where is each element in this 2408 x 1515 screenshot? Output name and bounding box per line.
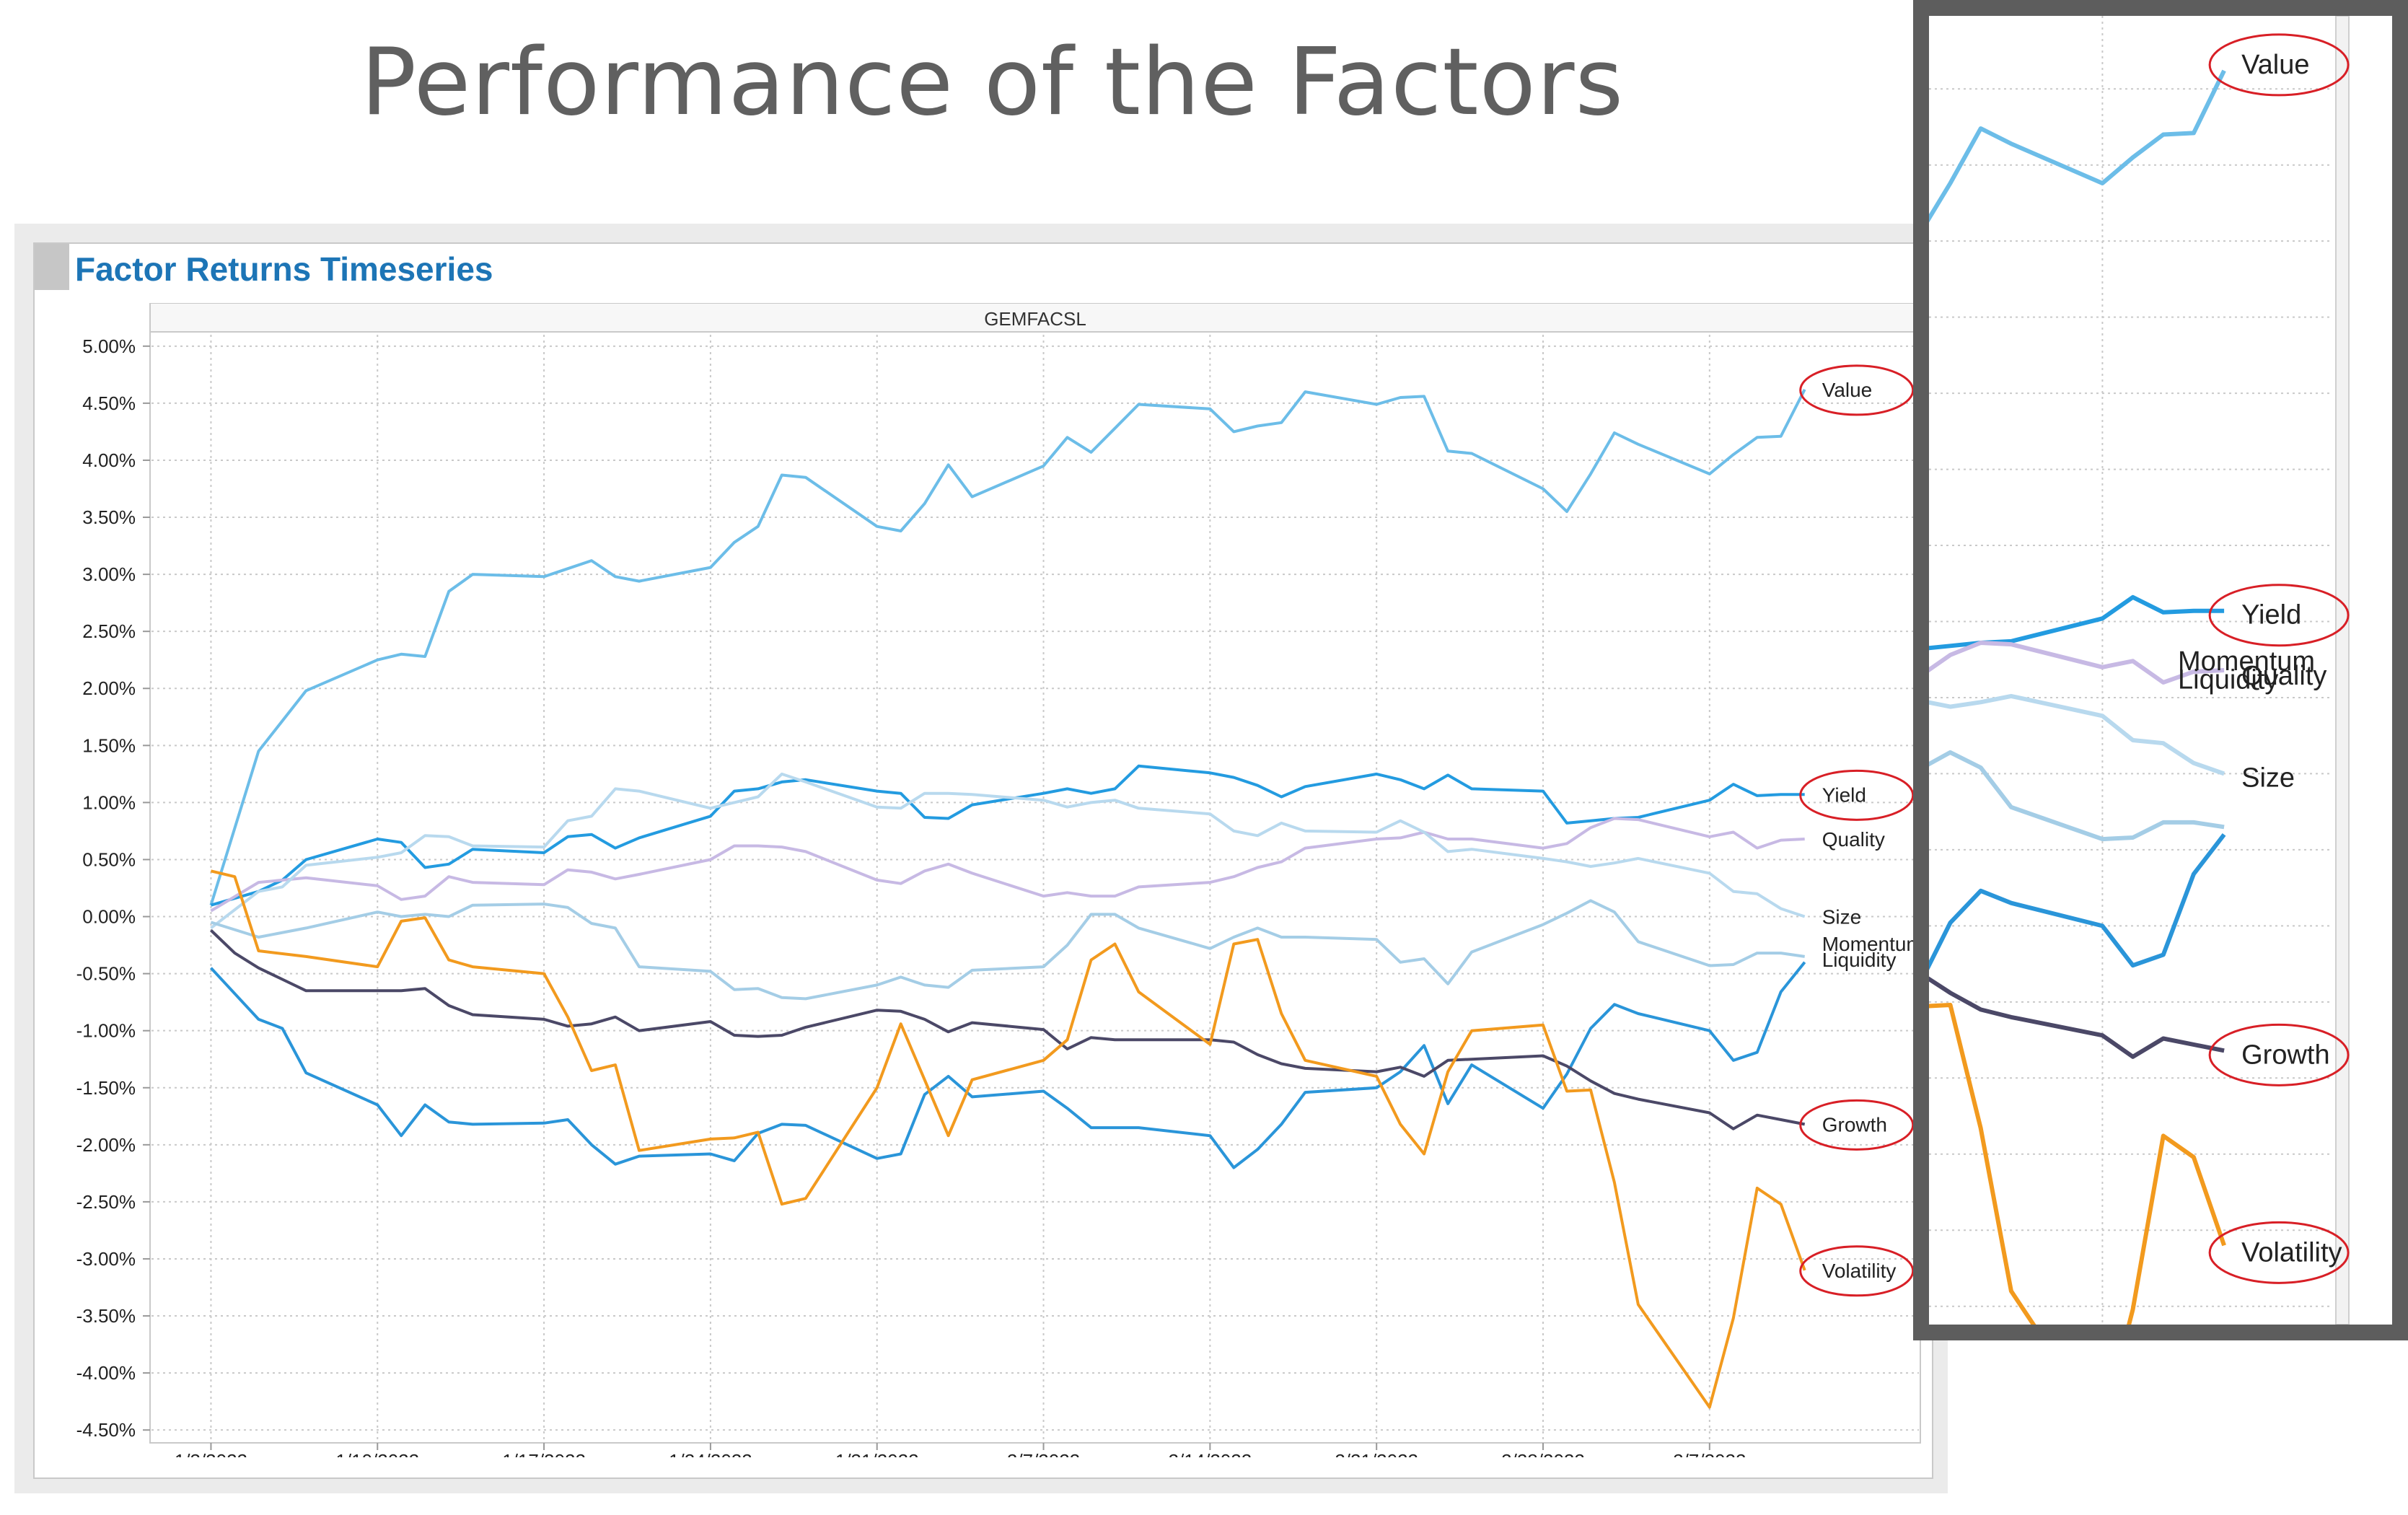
series-label-volatility: Volatility — [1822, 1260, 1897, 1282]
inset-series-line-size — [1929, 693, 2225, 776]
x-tick-label: 2/7/2022 — [1007, 1450, 1080, 1457]
inset-grid-lines — [1929, 16, 2350, 1325]
inset-series-label-liquidity: Liquidity — [2178, 664, 2278, 695]
chart-title: GEMFACSL — [984, 308, 1086, 330]
panel-header-tab — [35, 244, 69, 290]
y-tick-label: 1.00% — [82, 791, 136, 813]
inset-series-lines — [1929, 69, 2226, 1325]
inset-series-line-growth — [1929, 976, 2225, 1059]
inset-series-line-momentum — [1929, 833, 2226, 970]
series-line-quality — [210, 817, 1805, 913]
series-label-yield: Yield — [1822, 783, 1866, 806]
inset-series-label-value: Value — [2241, 50, 2309, 80]
y-axis-ticks: 5.00% 4.50% 4.00% 3.50% 3.00% 2.50% 2.00% 1.50%… — [76, 335, 150, 1441]
annotation-circle-growth — [1799, 1099, 1915, 1151]
y-tick-label: 0.00% — [82, 906, 136, 928]
series-lines — [209, 388, 1806, 1409]
x-tick-label: 3/7/2022 — [1673, 1450, 1746, 1457]
x-tick-label: 2/28/2022 — [1501, 1450, 1585, 1457]
x-tick-label: 1/31/2022 — [835, 1450, 919, 1457]
y-tick-label: -0.50% — [76, 963, 136, 985]
y-tick-label: 3.00% — [82, 563, 136, 585]
series-label-quality: Quality — [1822, 828, 1885, 851]
chart-title-bar — [149, 303, 1921, 333]
slide-title: Performance of the Factors — [361, 29, 1625, 136]
chart-panel-body: Factor Returns Timeseries GEMFACSL 5.00%… — [33, 242, 1933, 1479]
x-tick-label: 2/14/2022 — [1169, 1450, 1252, 1457]
x-tick-label: 1/10/2022 — [335, 1450, 419, 1457]
series-label-size: Size — [1822, 906, 1861, 928]
inset-series-label-momentum: Momentum — [2178, 646, 2315, 677]
y-tick-label: 2.00% — [82, 677, 136, 699]
series-label-liquidity: Liquidity — [1822, 949, 1897, 971]
grid-lines — [151, 335, 1919, 1441]
y-tick-label: -4.00% — [76, 1362, 136, 1384]
series-line-yield — [210, 764, 1805, 907]
series-label-growth: Growth — [1822, 1113, 1887, 1136]
chart-panel: Factor Returns Timeseries GEMFACSL 5.00%… — [14, 224, 1948, 1493]
panel-header: Factor Returns Timeseries — [75, 250, 493, 288]
x-tick-label: 2/21/2022 — [1335, 1450, 1418, 1457]
annotation-circle-volatility — [1799, 1245, 1915, 1297]
series-label-momentum: Momentum — [1822, 933, 1923, 955]
series-label-value: Value — [1822, 379, 1873, 401]
y-tick-label: 0.50% — [82, 848, 136, 870]
series-line-value — [209, 388, 1806, 906]
y-tick-label: 3.50% — [82, 506, 136, 528]
inset-annotation-circle-growth — [2208, 1023, 2350, 1086]
inset-annotation-circle-volatility — [2208, 1221, 2350, 1284]
x-axis-ticks: 1/3/2022 1/10/2022 1/17/2022 1/24/2022 1/31/… — [175, 1443, 1746, 1457]
y-tick-label: -4.50% — [76, 1419, 136, 1441]
inset-series-line-yield — [1929, 594, 2225, 651]
y-tick-label: -2.50% — [76, 1191, 136, 1213]
series-line-size — [210, 772, 1806, 929]
inset-series-label-quality: Quality — [2241, 661, 2326, 691]
inset-annotation-circle-value — [2208, 33, 2350, 97]
inset-annotation-circle-yield — [2208, 584, 2350, 647]
x-tick-label: 1/3/2022 — [175, 1450, 247, 1457]
zoom-inset: Value Yield Quality Size Momentum Liquidity Gr… — [1913, 0, 2408, 1340]
inset-series-label-yield: Yield — [2241, 600, 2301, 631]
x-tick-label: 1/24/2022 — [669, 1450, 752, 1457]
y-tick-label: -3.00% — [76, 1248, 136, 1270]
y-tick-label: 1.50% — [82, 734, 136, 756]
factor-returns-chart: GEMFACSL 5.00% 4.50% 4.00% 3.50% 3.00% 2.50% 2… — [76, 303, 1923, 1457]
inset-series-label-size: Size — [2241, 763, 2295, 793]
y-tick-label: 4.00% — [82, 449, 136, 471]
series-line-volatility — [210, 869, 1806, 1409]
inset-series-label-volatility: Volatility — [2241, 1237, 2342, 1268]
annotation-circle-value — [1799, 364, 1915, 416]
inset-series-line-value — [1929, 69, 2226, 223]
y-tick-label: -1.00% — [76, 1020, 136, 1042]
y-tick-label: -3.50% — [76, 1305, 136, 1327]
inset-series-line-volatility — [1929, 1003, 2226, 1325]
series-line-growth — [210, 929, 1806, 1130]
x-tick-label: 1/17/2022 — [502, 1450, 586, 1457]
inset-scrollbar — [2335, 16, 2350, 1325]
annotation-circle-yield — [1799, 769, 1915, 821]
inset-series-line-quality — [1929, 641, 2225, 685]
y-tick-label: 4.50% — [82, 392, 136, 414]
y-tick-label: 5.00% — [82, 335, 136, 357]
inset-series-label-growth: Growth — [2241, 1040, 2329, 1070]
inset-series-line-liquidity — [1929, 750, 2225, 842]
y-tick-label: -1.50% — [76, 1077, 136, 1099]
plot-area — [149, 331, 1921, 1444]
y-tick-label: -2.00% — [76, 1134, 136, 1156]
y-tick-label: 2.50% — [82, 620, 136, 642]
series-line-liquidity — [210, 899, 1805, 1001]
series-line-momentum — [209, 961, 1806, 1169]
